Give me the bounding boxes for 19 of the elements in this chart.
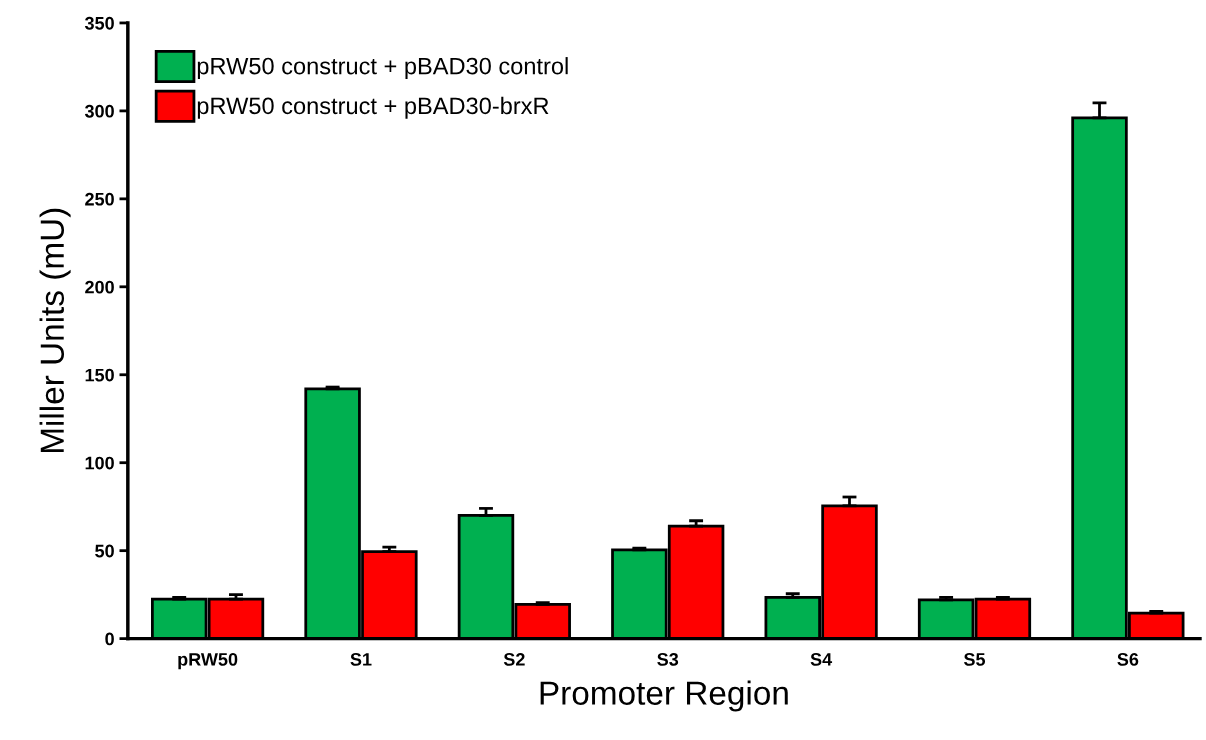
y-tick-label: 350 xyxy=(84,16,114,30)
y-tick-label: 0 xyxy=(105,632,114,646)
x-tick-label: S5 xyxy=(963,652,986,666)
x-tick-label: S2 xyxy=(503,652,525,666)
legend-label: pRW50 construct + pBAD30 control xyxy=(197,57,568,80)
x-axis-title: Promoter Region xyxy=(540,680,788,712)
y-axis-title: Miller Units (mU) xyxy=(39,208,71,453)
y-tick-label: 200 xyxy=(85,280,114,294)
y-tick-label: 250 xyxy=(85,192,114,206)
x-tick-label: pRW50 xyxy=(178,652,238,670)
x-tick-label: S6 xyxy=(1117,652,1139,666)
y-tick-label: 150 xyxy=(85,368,114,382)
y-tick-label: 300 xyxy=(84,104,114,118)
x-tick-label: S1 xyxy=(350,652,372,666)
x-tick-label: S3 xyxy=(657,652,679,666)
legend-label: pRW50 construct + pBAD30-brxR xyxy=(197,96,549,119)
y-tick-label: 100 xyxy=(85,456,114,470)
x-tick-label: S4 xyxy=(810,652,833,666)
y-tick-label: 50 xyxy=(95,544,114,558)
